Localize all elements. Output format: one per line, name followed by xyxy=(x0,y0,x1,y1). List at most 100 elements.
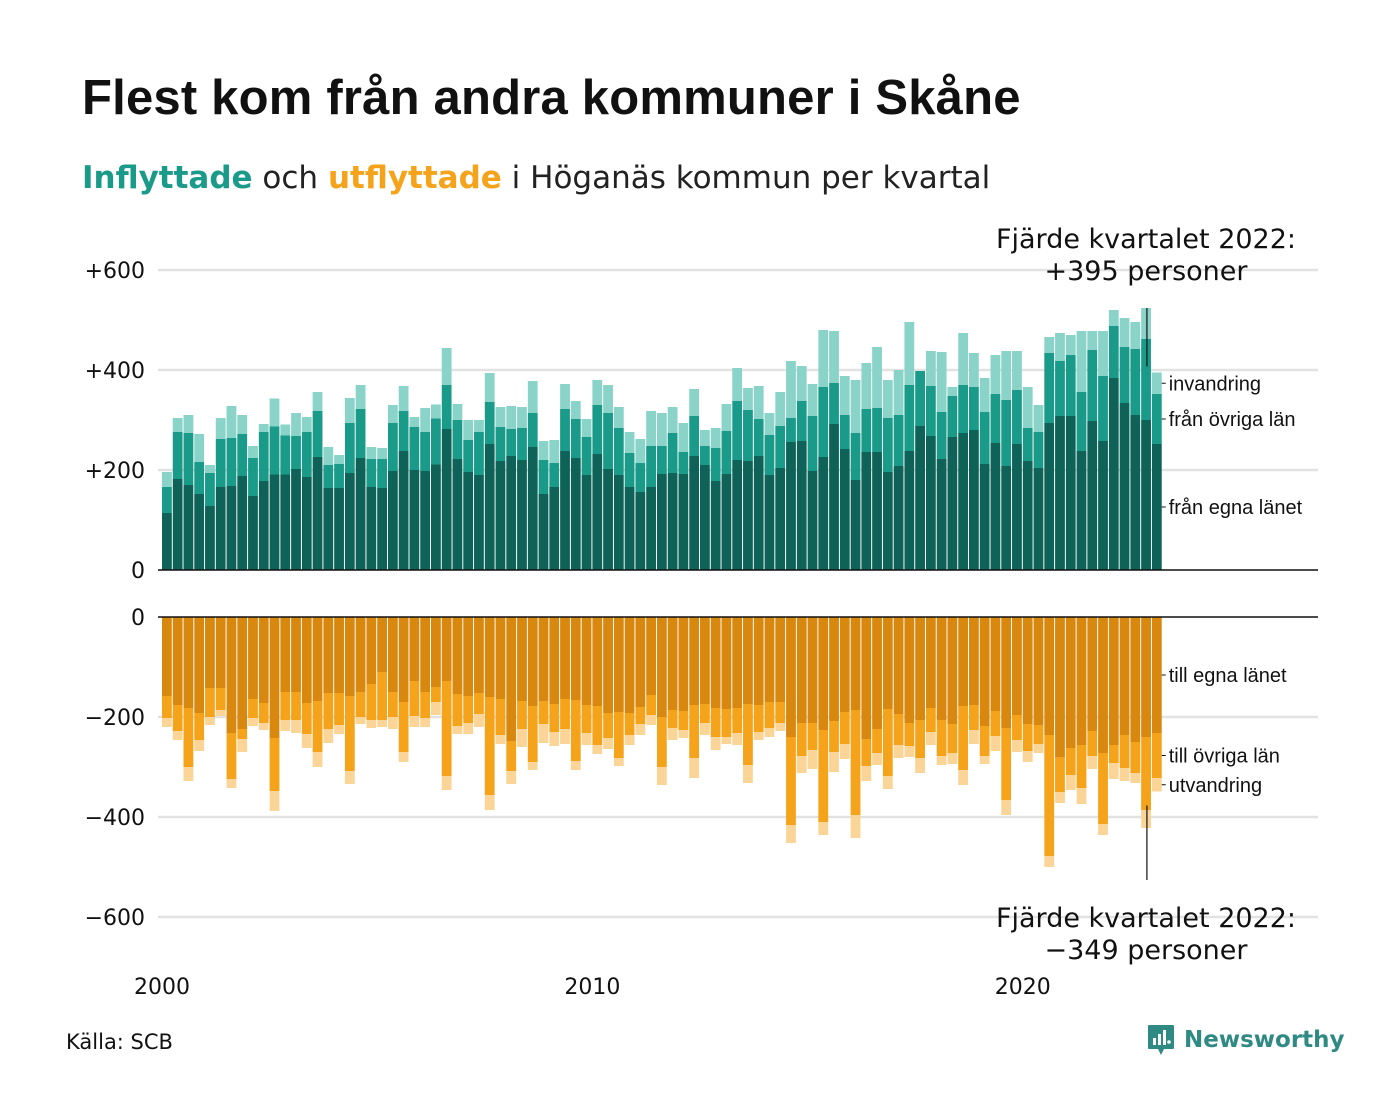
bar-out-utvandring-32 xyxy=(506,771,517,784)
bar-out-egna-39 xyxy=(581,617,592,705)
bar-out-ovriga-34 xyxy=(527,706,538,762)
bar-out-egna-84 xyxy=(1065,617,1076,748)
bar-out-ovriga-24 xyxy=(420,692,431,718)
bar-out-egna-11 xyxy=(280,617,291,692)
bar-in-ovriga-20 xyxy=(377,459,387,488)
bar-in-invandring-68 xyxy=(893,370,904,415)
bar-out-ovriga-80 xyxy=(1022,724,1033,751)
bar-out-utvandring-57 xyxy=(775,723,786,731)
bar-in-ovriga-76 xyxy=(979,412,990,464)
bar-out-ovriga-57 xyxy=(775,702,786,723)
bar-out-ovriga-39 xyxy=(581,705,592,733)
bar-in-ovriga-6 xyxy=(226,438,237,486)
bar-out-egna-86 xyxy=(1087,617,1098,731)
bar-in-ovriga-5 xyxy=(215,439,226,487)
bar-out-ovriga-27 xyxy=(452,694,463,726)
bar-in-ovriga-81 xyxy=(1033,432,1044,468)
bar-in-invandring-33 xyxy=(517,407,527,428)
bar-in-ovriga-72 xyxy=(936,412,947,459)
bar-in-egna-66 xyxy=(872,452,882,570)
bar-in-egna-0 xyxy=(162,513,172,570)
bar-out-utvandring-62 xyxy=(829,752,839,772)
bar-out-egna-25 xyxy=(431,617,441,687)
bar-out-egna-40 xyxy=(592,617,603,706)
bar-out-utvandring-28 xyxy=(463,723,474,734)
bar-out-ovriga-4 xyxy=(205,688,215,717)
bar-out-utvandring-85 xyxy=(1076,788,1087,804)
bar-out-ovriga-30 xyxy=(484,697,495,795)
bar-out-utvandring-22 xyxy=(398,752,409,762)
bar-out-ovriga-81 xyxy=(1033,725,1044,744)
bar-out-utvandring-81 xyxy=(1033,744,1044,753)
bar-in-egna-54 xyxy=(743,461,753,570)
bar-out-utvandring-3 xyxy=(194,740,205,751)
bar-out-utvandring-77 xyxy=(990,736,1001,751)
bar-in-egna-62 xyxy=(829,424,839,570)
bar-out-utvandring-91 xyxy=(1141,810,1151,828)
bar-out-egna-58 xyxy=(786,617,796,737)
bar-out-egna-62 xyxy=(829,617,839,721)
bar-in-egna-8 xyxy=(248,496,258,570)
bar-in-ovriga-22 xyxy=(398,411,409,451)
bar-out-ovriga-45 xyxy=(646,695,656,715)
bar-in-egna-60 xyxy=(807,471,818,570)
bar-out-utvandring-37 xyxy=(560,729,570,744)
bar-out-utvandring-2 xyxy=(183,767,194,781)
bar-out-ovriga-65 xyxy=(861,739,872,766)
bar-out-egna-60 xyxy=(807,617,818,723)
y-tick-label-out-0: 0 xyxy=(131,606,145,631)
bar-out-egna-18 xyxy=(355,617,366,692)
bar-out-ovriga-28 xyxy=(463,696,474,723)
bar-out-egna-12 xyxy=(291,617,301,692)
bar-out-egna-92 xyxy=(1151,617,1162,733)
bar-out-utvandring-60 xyxy=(807,750,818,769)
bar-out-egna-3 xyxy=(194,617,205,713)
bar-in-invandring-32 xyxy=(506,406,517,429)
bar-out-egna-34 xyxy=(527,617,538,706)
newsworthy-brand[interactable]: Newsworthy xyxy=(1146,1023,1345,1057)
bars xyxy=(162,308,1162,867)
bar-out-ovriga-12 xyxy=(291,692,301,720)
bar-out-ovriga-87 xyxy=(1098,753,1108,824)
bar-in-ovriga-48 xyxy=(678,452,689,474)
bar-out-ovriga-66 xyxy=(872,729,882,753)
bar-in-invandring-92 xyxy=(1151,372,1162,394)
bar-in-ovriga-17 xyxy=(344,423,355,473)
bar-out-utvandring-0 xyxy=(162,718,172,727)
bar-in-ovriga-86 xyxy=(1087,350,1098,421)
bar-out-utvandring-29 xyxy=(474,714,484,727)
bar-in-ovriga-32 xyxy=(506,429,517,456)
bar-out-ovriga-37 xyxy=(560,699,570,729)
bar-out-ovriga-59 xyxy=(796,723,807,756)
bar-out-utvandring-75 xyxy=(969,730,979,744)
bar-in-ovriga-50 xyxy=(700,446,710,465)
bar-in-egna-12 xyxy=(291,469,301,570)
bar-out-ovriga-61 xyxy=(818,730,829,822)
bar-out-ovriga-43 xyxy=(624,713,635,735)
bar-in-invandring-37 xyxy=(560,384,570,409)
bar-in-egna-2 xyxy=(183,485,194,570)
bar-in-egna-35 xyxy=(538,494,549,570)
bar-out-egna-56 xyxy=(764,617,775,702)
bar-out-egna-5 xyxy=(215,617,226,688)
bar-out-egna-83 xyxy=(1055,617,1065,757)
bar-out-egna-49 xyxy=(689,617,700,705)
series-label-out-ovriga: till övriga län xyxy=(1169,746,1280,768)
bar-out-ovriga-23 xyxy=(409,681,420,716)
bar-in-invandring-86 xyxy=(1087,331,1098,350)
bar-out-egna-53 xyxy=(732,617,743,708)
y-tick-label-out-200: −200 xyxy=(85,706,145,731)
series-labels: invandring från övriga län från egna länet… xyxy=(1161,373,1303,797)
bar-out-utvandring-11 xyxy=(280,720,291,731)
bar-out-egna-59 xyxy=(796,617,807,723)
bar-out-ovriga-48 xyxy=(678,711,689,730)
bar-in-invandring-27 xyxy=(452,404,463,420)
bar-out-egna-55 xyxy=(753,617,764,705)
bar-in-ovriga-87 xyxy=(1098,376,1108,441)
bar-out-egna-89 xyxy=(1119,617,1130,735)
bar-in-invandring-91 xyxy=(1141,308,1151,339)
bar-out-utvandring-63 xyxy=(839,744,850,759)
bar-out-ovriga-47 xyxy=(667,710,678,728)
bar-out-ovriga-3 xyxy=(194,713,205,740)
bar-out-egna-64 xyxy=(850,617,861,710)
